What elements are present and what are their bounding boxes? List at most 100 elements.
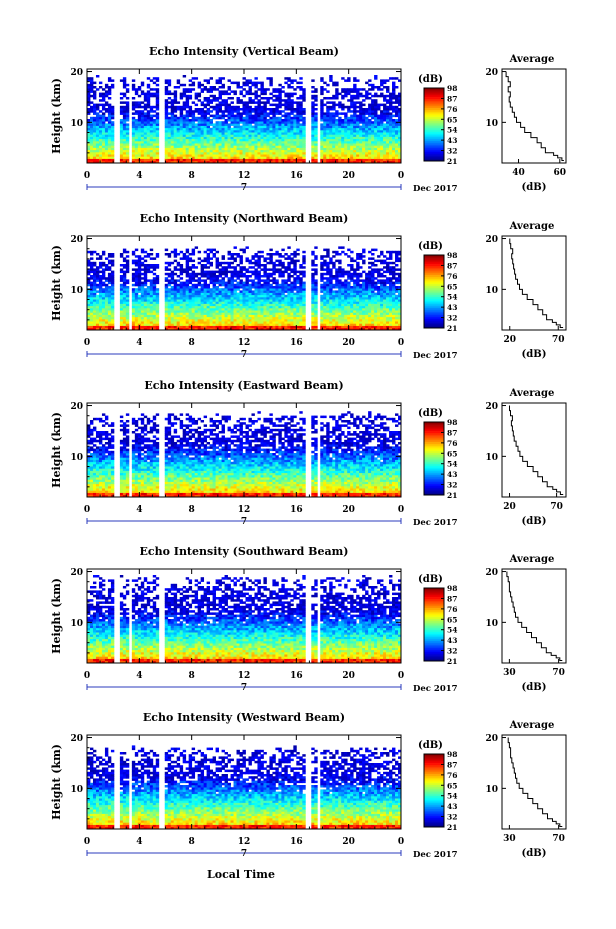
heatmap-cell [152, 88, 157, 91]
heatmap-cell [224, 323, 228, 326]
heatmap-cell [314, 160, 318, 164]
heatmap-cell [194, 138, 199, 142]
heatmap-cell [179, 325, 184, 329]
heatmap-cell [272, 325, 276, 329]
heatmap-cell [110, 283, 115, 287]
heatmap-cell [89, 123, 94, 126]
heatmap-cell [383, 141, 387, 144]
heatmap-cell [191, 277, 196, 280]
heatmap-cell [311, 130, 315, 133]
heatmap-cell [398, 101, 402, 104]
heatmap-cell [299, 97, 303, 100]
heatmap-cell [197, 152, 202, 155]
heatmap-cell [164, 127, 169, 131]
heatmap-cell [110, 290, 115, 293]
heatmap-cell [362, 110, 366, 113]
heatmap-cell [176, 143, 181, 146]
heatmap-cell [320, 92, 324, 96]
heatmap-cell [335, 92, 339, 96]
heatmap-cell [353, 112, 357, 115]
heatmap-cell [89, 277, 94, 280]
heatmap-cell [125, 134, 130, 137]
heatmap-cell [92, 158, 97, 162]
heatmap-cell [209, 132, 213, 135]
heatmap-cell [173, 108, 178, 111]
heatmap-cell [170, 143, 175, 146]
heatmap-cell [383, 152, 387, 155]
heatmap-cell [248, 316, 252, 320]
heatmap-cell [119, 119, 124, 122]
heatmap-cell [239, 257, 243, 260]
heatmap-cell [179, 105, 184, 109]
heatmap-cell [248, 116, 252, 120]
heatmap-cell [176, 101, 181, 104]
heatmap-cell [302, 112, 306, 115]
heatmap-cell [368, 132, 372, 135]
heatmap-cell [188, 130, 193, 133]
heatmap-cell [242, 108, 246, 111]
heatmap-cell [392, 143, 396, 146]
heatmap-cell [87, 299, 91, 302]
heatmap-cell [197, 294, 202, 298]
heatmap-cell [257, 136, 261, 140]
heatmap-cell [365, 152, 369, 155]
heatmap-cell [200, 290, 205, 293]
heatmap-cell [92, 92, 97, 96]
heatmap-cell [167, 83, 172, 87]
x-tick-label: 0 [84, 171, 90, 181]
heatmap-cell [239, 125, 243, 129]
heatmap-cell [254, 132, 258, 135]
heatmap-cell [383, 136, 387, 140]
heatmap-cell [236, 119, 240, 122]
heatmap-cell [215, 308, 219, 311]
heatmap-cell [221, 294, 225, 298]
heatmap-cell [218, 110, 222, 113]
heatmap-cell [146, 97, 151, 100]
heatmap-cell [356, 125, 360, 129]
colorbar-step [424, 128, 444, 131]
heatmap-cell [284, 99, 288, 102]
heatmap-cell [260, 123, 264, 126]
heatmap-cell [179, 134, 184, 137]
heatmap-cell [269, 325, 273, 329]
heatmap-cell [89, 250, 94, 254]
heatmap-cell [92, 123, 97, 126]
heatmap-cell [365, 97, 369, 100]
heatmap-cell [233, 154, 237, 157]
heatmap-cell [302, 90, 306, 93]
heatmap-cell [206, 79, 211, 82]
heatmap-cell [173, 127, 178, 131]
heatmap-cell [395, 141, 399, 144]
heatmap-cell [140, 123, 145, 126]
heatmap-cell [98, 152, 103, 155]
heatmap-cell [302, 152, 306, 155]
heatmap-cell [200, 114, 205, 118]
heatmap-cell [230, 325, 234, 329]
heatmap-cell [176, 301, 181, 304]
heatmap-cell [266, 310, 270, 313]
heatmap-cell [338, 103, 342, 107]
heatmap-cell [365, 116, 369, 120]
heatmap-cell [155, 116, 160, 120]
heatmap-cell [263, 323, 267, 326]
heatmap-cell [275, 250, 279, 254]
heatmap-cell [143, 255, 148, 258]
heatmap-cell [224, 272, 228, 276]
heatmap-cell [119, 79, 124, 82]
heatmap-cell [173, 279, 178, 282]
heatmap-cell [89, 297, 94, 300]
heatmap-cell [224, 138, 228, 142]
heatmap-cell [242, 281, 246, 285]
heatmap-cell [101, 283, 106, 287]
heatmap-cell [227, 130, 231, 133]
heatmap-cell [140, 321, 145, 324]
heatmap-cell [185, 279, 190, 282]
heatmap-cell [104, 312, 109, 315]
heatmap-cell [143, 105, 148, 109]
heatmap-cell [224, 261, 228, 265]
heatmap-cell [380, 130, 384, 133]
heatmap-cell [173, 138, 178, 142]
heatmap-cell [206, 116, 211, 120]
heatmap-cell [392, 77, 396, 80]
heatmap-cell [146, 325, 151, 329]
